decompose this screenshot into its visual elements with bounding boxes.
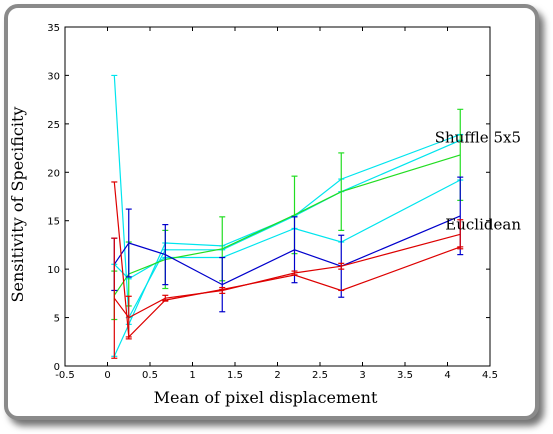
x-tick-label: 2.5 <box>312 370 328 381</box>
x-tick-label: 3 <box>359 370 365 381</box>
y-tick-label: 20 <box>47 168 60 179</box>
x-axis-label: Mean of pixel displacement <box>154 388 378 407</box>
y-tick-label: 35 <box>47 23 60 34</box>
x-tick-label: -0.5 <box>55 370 75 381</box>
y-tick-label: 0 <box>54 362 60 373</box>
y-tick-label: 5 <box>54 314 60 325</box>
x-tick-label: 0 <box>104 370 110 381</box>
x-tick-label: 3.5 <box>397 370 413 381</box>
y-tick-label: 30 <box>47 71 60 82</box>
line-chart: -0.5 0 0.5 1 1.5 2 2.5 3 3.5 4 4.505101520253035Me… <box>8 23 521 407</box>
y-tick-label: 25 <box>47 120 60 131</box>
x-tick-label: 0.5 <box>142 370 158 381</box>
chart-frame: -0.5 0 0.5 1 1.5 2 2.5 3 3.5 4 4.5 0 5 10 15 20 25 30 35 Me… <box>4 4 539 420</box>
x-tick-label: 1.5 <box>227 370 243 381</box>
x-tick-label: 4.5 <box>482 370 498 381</box>
y-axis-label: Sensitivity of Specificity <box>8 107 27 303</box>
x-tick-label: 2 <box>274 370 280 381</box>
x-tick-label: 1 <box>189 370 195 381</box>
y-tick-label: 10 <box>47 265 60 276</box>
y-tick-label: 15 <box>47 217 60 228</box>
x-tick-label: 4 <box>444 370 450 381</box>
annotation-label: Euclidean <box>445 216 521 234</box>
annotation-label: Shuffle 5x5 <box>435 128 521 146</box>
